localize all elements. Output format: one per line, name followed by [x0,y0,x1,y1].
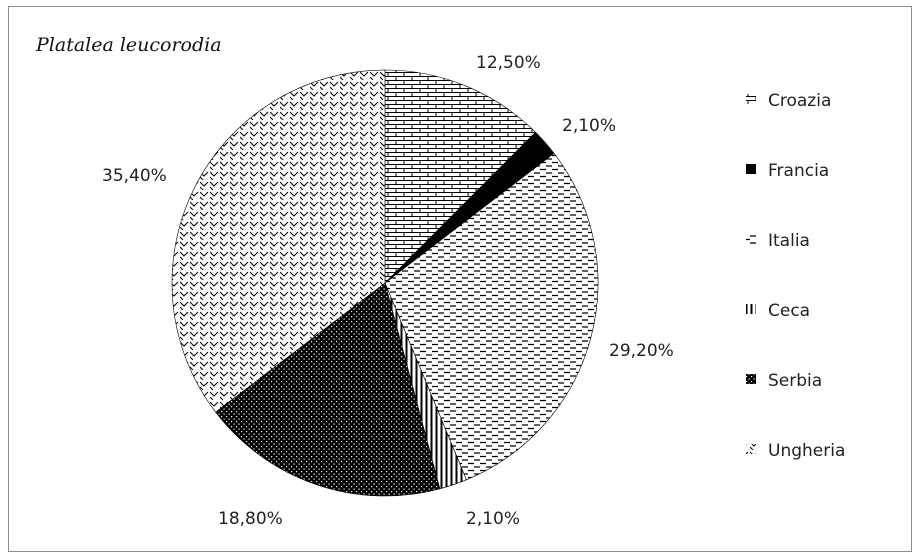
data-label-italia: 29,20% [609,341,674,361]
legend-label-italia: Italia [768,231,810,251]
pie-slice-ungheria [171,69,386,413]
data-label-serbia: 18,80% [218,509,283,529]
data-label-ungheria: 35,40% [102,166,167,186]
legend-label-croazia: Croazia [768,91,831,111]
pie-slice-croazia [384,69,536,284]
legend: Croazia Francia Italia Ceca Serbia Ungheria [746,91,845,461]
legend-swatch-serbia [746,374,756,384]
data-labels: 12,50% 2,10% 29,20% 2,10% 18,80% 35,40% [102,53,674,529]
data-label-croazia: 12,50% [476,53,541,73]
legend-label-ceca: Ceca [768,301,810,321]
legend-swatch-ceca [746,304,756,314]
legend-swatch-italia [746,234,756,244]
legend-label-serbia: Serbia [768,371,822,391]
legend-swatch-croazia [746,94,756,104]
pie-slice-serbia [215,282,441,497]
legend-swatch-francia [746,164,756,174]
data-label-francia: 2,10% [562,116,616,136]
legend-label-francia: Francia [768,161,829,181]
chart-title: Platalea leucorodia [36,34,222,56]
pie-slices [171,69,599,497]
legend-swatch-ungheria [746,444,756,454]
pie-slice-italia [384,152,599,481]
data-label-ceca: 2,10% [466,509,520,529]
legend-label-ungheria: Ungheria [768,441,845,461]
